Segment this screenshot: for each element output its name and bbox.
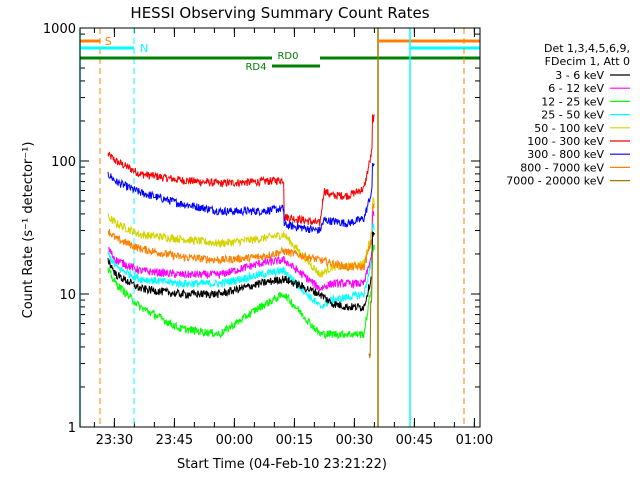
x-tick-label: 00:45 [396,433,433,448]
series-line [107,196,375,279]
legend-entry-label: 25 - 50 keV [541,109,604,122]
y-tick-label: 100 [51,155,76,170]
series-line [107,203,375,273]
rd4-label: RD4 [245,62,266,73]
legend-entry-label: 800 - 7000 keV [520,161,604,174]
saa-flag-label: S [105,35,112,48]
legend-entry-label: 50 - 100 keV [534,122,604,135]
legend: Det 1,3,4,5,6,9,FDecim 1, Att 03 - 6 keV… [506,42,630,188]
x-tick-label: 00:00 [216,433,253,448]
orbit-overlays: S N RD0 RD4 [79,28,480,427]
x-tick-label: 01:00 [456,433,493,448]
series-line [107,113,375,227]
x-tick-label: 00:30 [336,433,373,448]
series-line [107,163,375,234]
night-flag-label: N [140,42,148,55]
legend-header: FDecim 1, Att 0 [545,55,630,68]
series-lines [107,113,375,359]
legend-entry-label: 100 - 300 keV [527,135,604,148]
y-tick-label: 10 [59,288,76,303]
y-axis-ticks: 1 10 100 1000 [43,22,480,436]
legend-entry-label: 12 - 25 keV [541,95,604,108]
y-axis-label: Count Rate (s⁻¹ detector⁻¹) [21,142,36,319]
legend-entry-label: 3 - 6 keV [555,69,604,82]
x-axis-label: Start Time (04-Feb-10 23:21:22) [177,457,387,472]
x-tick-label: 00:15 [276,433,313,448]
x-tick-label: 23:45 [156,433,193,448]
legend-entry-label: 300 - 800 keV [527,148,604,161]
rd0-label: RD0 [277,51,298,62]
chart-title: HESSI Observing Summary Count Rates [130,4,429,22]
series-line [368,250,374,359]
legend-header: Det 1,3,4,5,6,9, [544,42,630,55]
x-axis-ticks: 23:30 23:45 00:00 00:15 00:30 00:45 01:00 [93,28,493,448]
plot-frame [79,27,481,428]
series-line [107,231,375,312]
x-tick-label: 23:30 [96,433,133,448]
legend-entry-label: 7000 - 20000 keV [506,175,604,188]
series-line [107,210,375,292]
series-line [107,244,375,340]
y-tick-label: 1000 [43,22,76,37]
legend-entry-label: 6 - 12 keV [548,82,604,95]
y-tick-label: 1 [68,421,76,436]
